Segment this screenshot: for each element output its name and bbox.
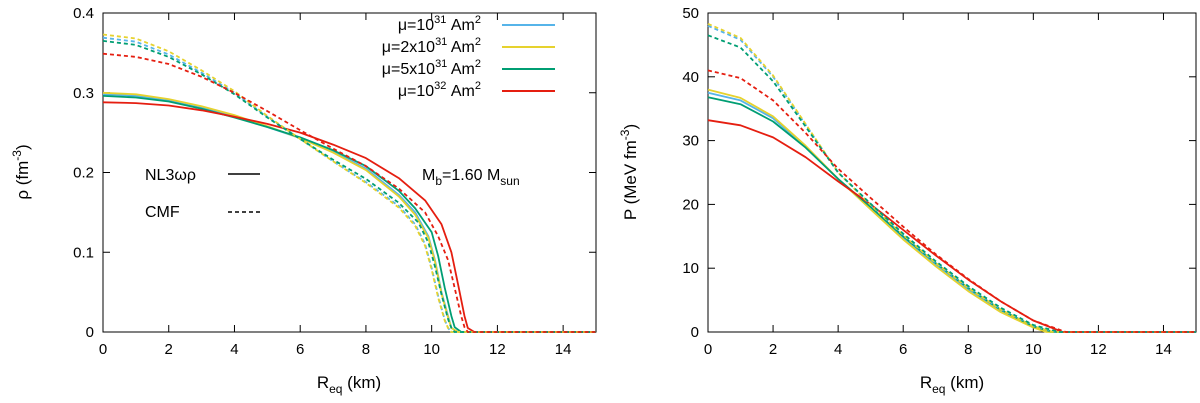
y-tick-label: 40 [682,69,699,86]
x-axis-label: Req (km) [317,373,381,396]
y-axis-label: P (MeV fm-3) [618,124,640,220]
y-tick-label: 0.1 [73,244,94,261]
x-tick-label: 10 [1025,341,1042,358]
y-tick-label: 50 [682,5,699,22]
x-tick-label: 2 [769,341,777,358]
x-tick-label: 14 [555,341,572,358]
x-tick-label: 0 [704,341,712,358]
y-tick-label: 0.4 [73,5,94,22]
series-line [102,36,596,333]
color-legend: μ=1031 Am2 μ=2x1031 Am2 μ=5x1031 Am2 μ=1… [382,14,555,100]
plot-frame [707,12,1197,333]
y-tick-label: 20 [682,196,699,213]
x-tick-label: 10 [423,341,440,358]
y-tick-label: 0.2 [73,165,94,182]
legend-entry-mu-5e31: μ=5x1031 Am2 [382,58,481,78]
density-panel: 0 2 4 6 8 10 12 14 0 0.1 0.2 0.3 0.4 Req (km) ρ (fm… [10,5,597,396]
x-axis-label: Req (km) [920,373,984,396]
series-line [707,119,1196,333]
legend-entry-mu-1e31: μ=1031 Am2 [398,14,481,34]
y-tick-label: 0 [86,324,94,341]
x-tick-label: 6 [899,341,907,358]
y-tick-label: 0 [691,324,699,341]
series-line [102,95,596,333]
legend-entry-mu-2e31: μ=2x1031 Am2 [382,36,481,56]
series-line [707,22,1196,333]
legend-label-cmf: CMF [145,204,180,221]
x-tick-label: 12 [1090,341,1107,358]
series-line [102,101,596,333]
series-line [707,69,1196,333]
x-tick-label: 12 [489,341,506,358]
x-tick-label: 8 [362,341,370,358]
baryon-mass-annotation: Mb=1.60 Msun [422,167,520,188]
y-axis-label: ρ (fm-3) [10,144,32,199]
y-tick-label: 30 [682,133,699,150]
legend-entry-mu-1e32: μ=1032 Am2 [398,80,481,100]
x-tick-label: 6 [296,341,304,358]
y-tick-label: 0.3 [73,85,94,102]
pressure-panel: 0 2 4 6 8 10 12 14 0 10 20 30 40 50 Req (km) P (MeV … [618,5,1197,396]
x-tick-label: 4 [230,341,238,358]
x-tick-label: 4 [834,341,842,358]
x-tick-label: 8 [964,341,972,358]
series-line [707,96,1196,333]
legend-label-nl3wr: NL3ωρ [145,167,196,184]
series-line [707,34,1196,333]
y-tick-label: 10 [682,260,699,277]
x-tick-label: 14 [1155,341,1172,358]
series-line [102,52,596,333]
series-line [707,88,1196,333]
x-tick-label: 0 [99,341,107,358]
series-line [102,33,596,333]
x-tick-label: 2 [165,341,173,358]
series-line [707,24,1196,333]
series-line [102,40,596,333]
